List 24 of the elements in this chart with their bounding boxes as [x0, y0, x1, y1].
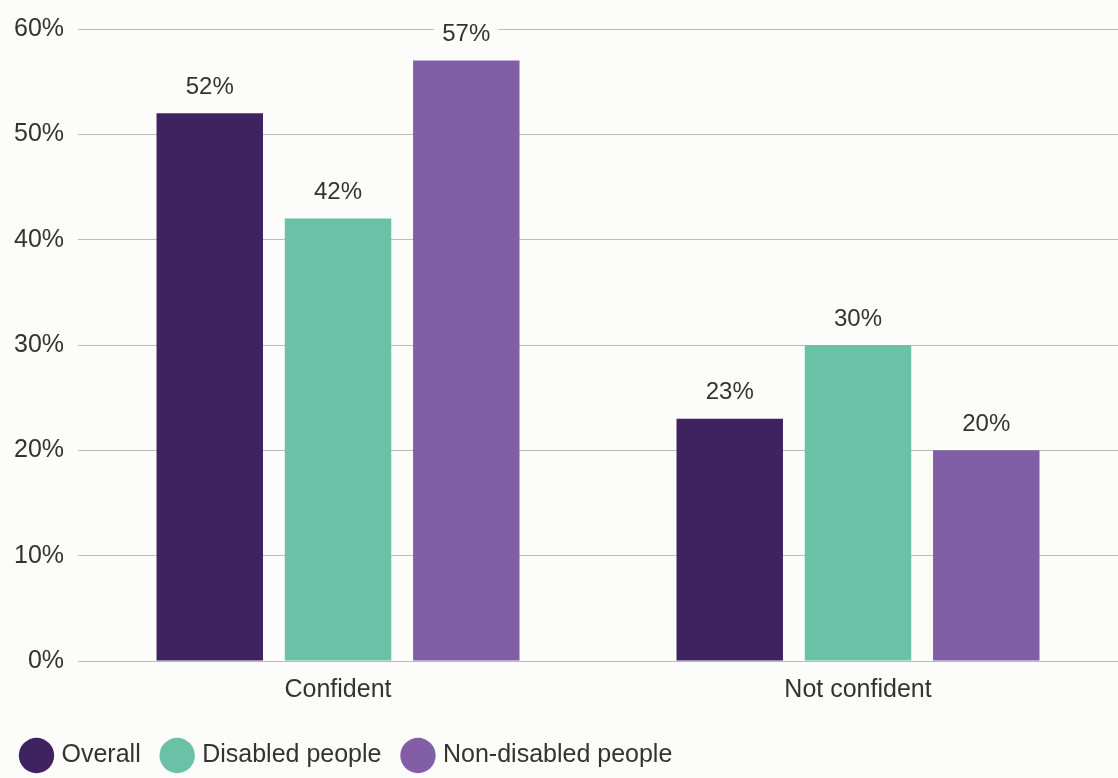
y-tick-label: 50% — [13, 118, 65, 147]
bar — [413, 60, 520, 661]
data-label: 23% — [705, 377, 754, 405]
bar — [933, 450, 1040, 661]
bar — [284, 218, 392, 661]
y-tick-label: 10% — [13, 539, 65, 568]
y-tick-label: 0% — [27, 644, 65, 673]
data-label: 57% — [442, 19, 491, 47]
data-label: 42% — [314, 177, 363, 205]
bar — [804, 345, 912, 661]
x-tick-label: Not confident — [784, 673, 932, 702]
legend-label: Overall — [61, 739, 141, 768]
y-tick-label: 60% — [13, 12, 65, 41]
y-tick-label: 40% — [13, 223, 65, 252]
bar — [676, 418, 783, 661]
y-tick-label: 20% — [13, 434, 65, 463]
legend-label: Disabled people — [202, 739, 382, 768]
y-tick-label: 30% — [13, 328, 65, 357]
data-label: 52% — [185, 71, 234, 99]
data-label: 30% — [833, 303, 883, 331]
bar — [156, 113, 263, 661]
x-tick-label: Confident — [284, 673, 392, 702]
data-label: 20% — [962, 408, 1011, 436]
legend-label: Non-disabled people — [442, 739, 673, 768]
